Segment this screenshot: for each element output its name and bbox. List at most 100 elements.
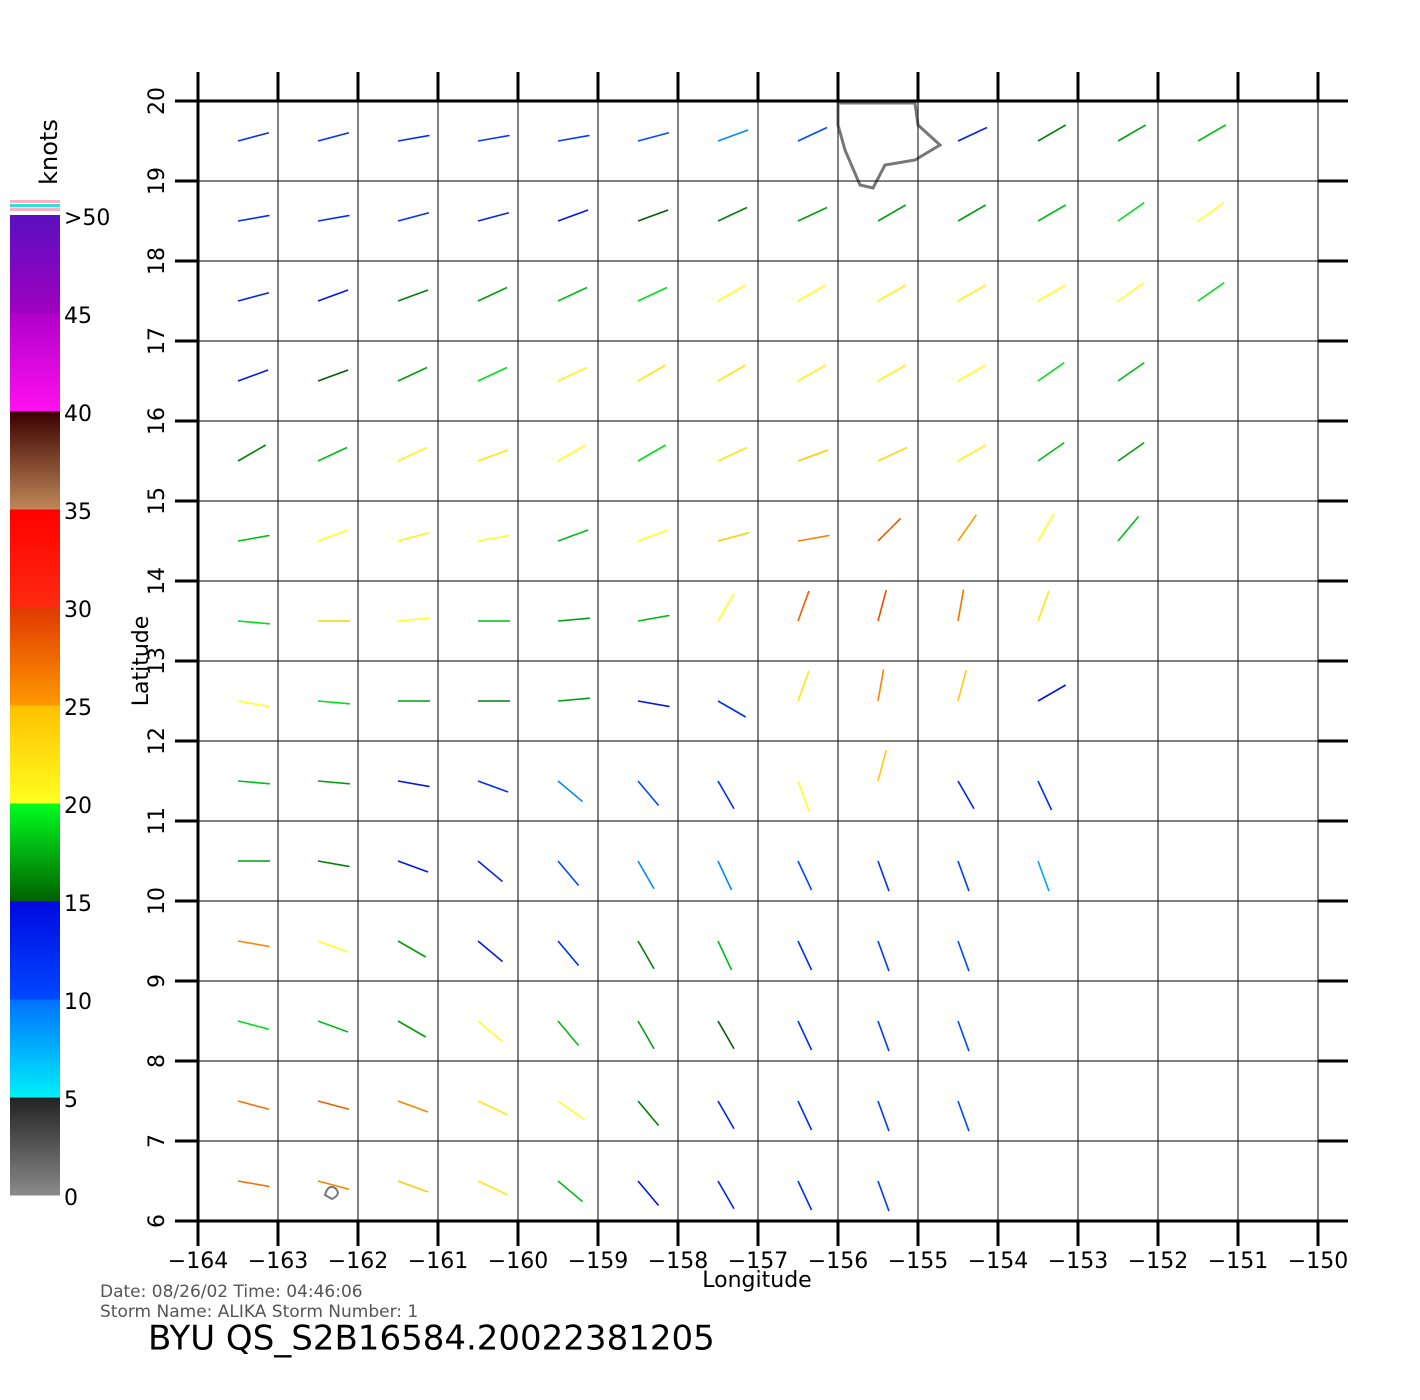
- x-tick-label: −160: [488, 1249, 548, 1274]
- wind-barb: [1117, 441, 1145, 462]
- x-axis-label: Longitude: [702, 1268, 811, 1293]
- wind-barb: [557, 697, 590, 702]
- wind-barb: [397, 446, 428, 462]
- wind-barb: [717, 1020, 735, 1050]
- colorbar-cap: [10, 204, 60, 207]
- colorbar-tick-label: 10: [64, 990, 92, 1015]
- y-tick-label: 20: [145, 87, 170, 115]
- colorbar-tick-label: >50: [64, 206, 110, 231]
- wind-barb: [557, 134, 590, 142]
- wind-barb: [717, 531, 750, 542]
- wind-barb: [637, 614, 670, 622]
- wind-barb: [477, 1020, 504, 1043]
- wind-barb: [637, 529, 669, 542]
- wind-barb: [317, 860, 350, 868]
- wind-barb: [237, 214, 270, 222]
- y-tick-label: 16: [145, 407, 170, 435]
- wind-barb: [877, 517, 902, 542]
- wind-barb: [877, 940, 890, 972]
- wind-barb: [717, 592, 735, 622]
- wind-barb: [877, 284, 907, 302]
- wind-barb: [637, 444, 667, 462]
- wind-barb: [797, 206, 828, 222]
- x-tick-label: −158: [648, 1249, 708, 1274]
- wind-barb: [477, 1100, 508, 1116]
- wind-barb: [877, 749, 888, 782]
- x-tick-label: −152: [1128, 1249, 1188, 1274]
- x-tick-label: −151: [1208, 1249, 1268, 1274]
- wind-barb: [1037, 361, 1065, 382]
- wind-barb: [477, 366, 508, 382]
- wind-barb: [797, 1100, 813, 1131]
- wind-barb: [477, 211, 510, 222]
- wind-barb: [717, 364, 747, 382]
- colorbar-band: [10, 411, 60, 510]
- wind-barb: [957, 444, 987, 462]
- wind-barb: [1117, 281, 1145, 302]
- wind-barb: [557, 529, 589, 542]
- y-tick-label: 10: [145, 887, 170, 915]
- wind-barb: [397, 1100, 429, 1113]
- wind-barb: [1117, 361, 1145, 382]
- colorbar-tick-label: 40: [64, 402, 92, 427]
- wind-barb: [717, 940, 733, 971]
- coastline: [323, 1185, 339, 1201]
- wind-barb: [1197, 201, 1225, 222]
- colorbar-cap: [10, 200, 60, 203]
- wind-barb: [477, 534, 510, 542]
- wind-barb: [317, 700, 350, 705]
- colorbar-tick-label: 45: [64, 304, 92, 329]
- wind-barb: [237, 131, 270, 142]
- wind-barb: [797, 1180, 813, 1211]
- wind-barb: [957, 514, 978, 542]
- colorbar: 0 5 10 15 20 25 30 35 40 45 >50: [10, 206, 110, 1211]
- y-tick-label: 19: [145, 167, 170, 195]
- colorbar-tick-label: 0: [64, 1186, 78, 1211]
- wind-barb: [957, 589, 965, 622]
- wind-barb: [477, 780, 509, 793]
- wind-barb: [637, 1100, 660, 1127]
- wind-barb: [797, 449, 829, 462]
- wind-barb: [397, 531, 430, 542]
- wind-barb: [637, 131, 670, 142]
- x-tick-label: −156: [808, 1249, 868, 1274]
- y-tick-label: 17: [145, 327, 170, 355]
- y-tick-label: 8: [145, 1054, 170, 1068]
- x-tick-label: −159: [568, 1249, 628, 1274]
- wind-barb: [317, 289, 349, 302]
- wind-barb: [557, 860, 580, 887]
- colorbar-cap: [10, 208, 60, 211]
- wind-barb: [1037, 441, 1065, 462]
- wind-barb: [237, 780, 270, 785]
- wind-barb: [317, 780, 350, 785]
- wind-barb: [877, 204, 907, 222]
- wind-vectors: [237, 124, 1227, 1212]
- colorbar-tick-label: 30: [64, 598, 92, 623]
- y-tick-label: 6: [145, 1214, 170, 1228]
- wind-barb: [877, 1100, 890, 1132]
- wind-barb: [637, 1020, 655, 1050]
- wind-barb: [317, 940, 349, 953]
- wind-barb: [397, 289, 429, 302]
- wind-barb: [317, 446, 348, 462]
- wind-barb: [557, 1180, 584, 1203]
- wind-barb: [717, 129, 749, 142]
- wind-barb: [957, 1100, 970, 1132]
- wind-barb: [557, 780, 584, 803]
- wind-barb: [317, 529, 349, 542]
- colorbar-tick-label: 35: [64, 500, 92, 525]
- wind-barb: [477, 449, 509, 462]
- wind-barb: [237, 444, 267, 462]
- y-tick-label: 11: [145, 807, 170, 835]
- wind-barb: [557, 366, 588, 382]
- colorbar-tick-label: 20: [64, 794, 92, 819]
- wind-barb: [957, 284, 987, 302]
- wind-barb: [717, 1180, 735, 1210]
- wind-barb: [797, 590, 810, 622]
- colorbar-band: [10, 1097, 60, 1196]
- wind-barb: [877, 1180, 890, 1212]
- wind-barb: [1037, 124, 1067, 142]
- wind-barb: [797, 534, 830, 542]
- wind-barb: [557, 1020, 580, 1047]
- wind-barb: [1037, 204, 1067, 222]
